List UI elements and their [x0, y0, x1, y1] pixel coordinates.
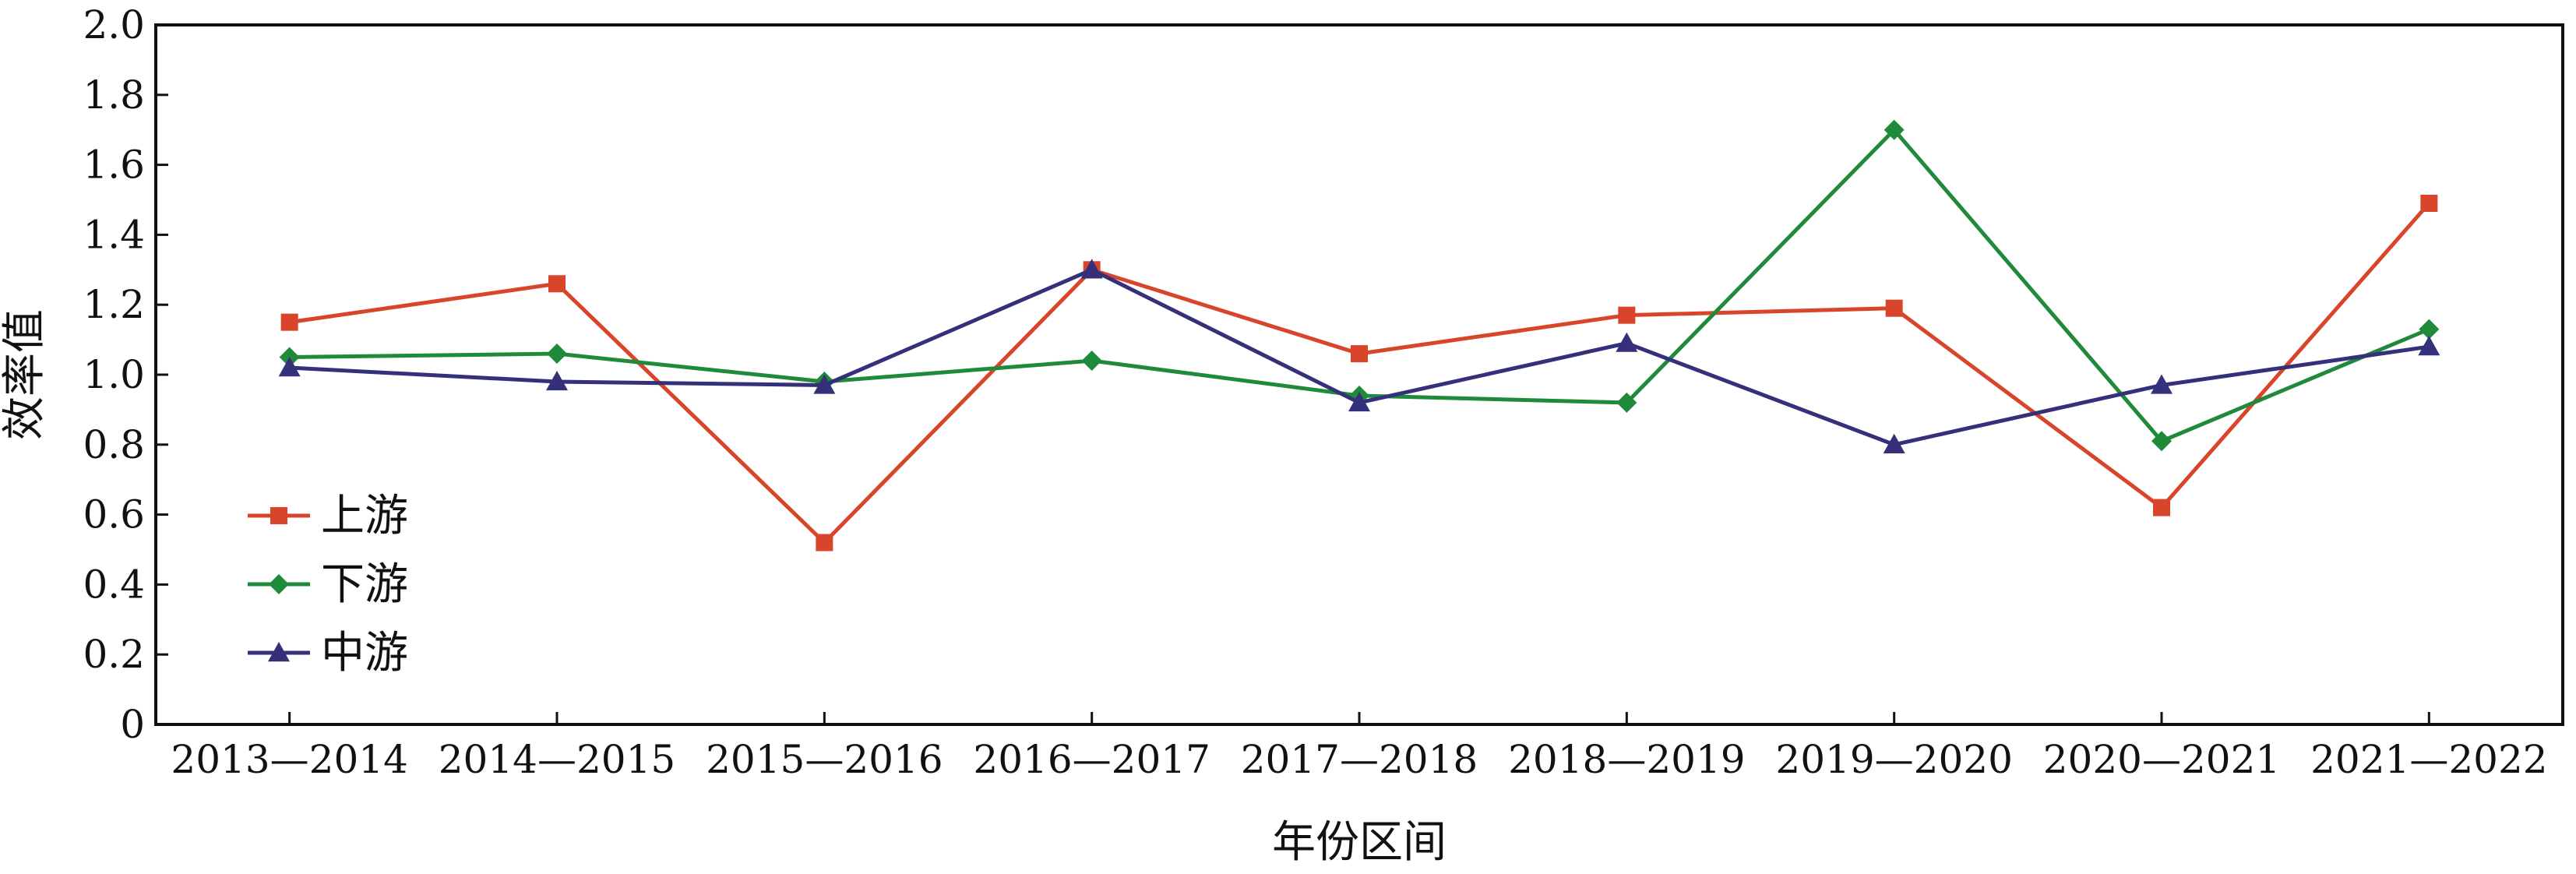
x-tick-label: 2020—2021	[2043, 737, 2281, 782]
x-tick-label: 2014—2015	[439, 737, 676, 782]
y-tick-label: 2.0	[83, 2, 145, 48]
y-tick-label: 1.0	[83, 352, 145, 397]
legend-label: 下游	[321, 559, 408, 610]
y-tick-label: 0.2	[83, 632, 145, 677]
legend-marker	[269, 574, 289, 594]
data-point	[1080, 259, 1103, 279]
y-axis-title: 效率值	[0, 309, 50, 440]
data-point	[2420, 194, 2438, 212]
legend-item: 中游	[248, 628, 408, 678]
data-point	[278, 357, 301, 377]
y-axis: 0 0.2 0.4 0.6 0.8 1.0 1.2 1.4 1.6 1.8 2.0	[83, 2, 168, 747]
series-layer	[278, 119, 2440, 552]
data-point	[1883, 433, 1905, 453]
x-axis-title: 年份区间	[1272, 817, 1447, 868]
y-tick-label: 0	[120, 702, 145, 747]
legend-item: 下游	[248, 559, 408, 610]
data-point	[548, 275, 566, 293]
y-tick-label: 1.4	[83, 212, 145, 257]
legend-label: 上游	[321, 491, 408, 541]
data-point	[2151, 431, 2172, 452]
data-point	[816, 534, 833, 552]
x-tick-label: 2013—2014	[171, 737, 408, 782]
data-point	[2151, 374, 2173, 394]
legend-item: 上游	[248, 491, 408, 541]
data-point	[2419, 319, 2440, 340]
y-tick-label: 0.8	[83, 422, 145, 467]
data-point	[1885, 299, 1903, 317]
y-tick-label: 0.4	[83, 562, 145, 607]
data-point	[280, 313, 298, 331]
series-square	[280, 194, 2438, 552]
x-tick-label: 2018—2019	[1508, 737, 1746, 782]
data-point	[1081, 351, 1102, 372]
data-point	[1884, 119, 1905, 140]
legend-label: 中游	[321, 628, 408, 678]
data-point	[1616, 392, 1637, 413]
legend-marker	[270, 507, 287, 524]
x-tick-label: 2021—2022	[2310, 737, 2548, 782]
x-tick-label: 2016—2017	[973, 737, 1210, 782]
data-point	[813, 374, 836, 394]
data-point	[1618, 306, 1636, 324]
y-tick-label: 1.8	[83, 72, 145, 118]
data-point	[2418, 336, 2440, 356]
y-tick-label: 0.6	[83, 492, 145, 537]
data-point	[546, 370, 568, 391]
data-point	[547, 344, 567, 365]
plot-area-frame	[154, 23, 2564, 726]
x-tick-label: 2019—2020	[1775, 737, 2013, 782]
data-point	[2153, 499, 2170, 516]
data-point	[1616, 332, 1638, 352]
x-tick-label: 2017—2018	[1241, 737, 1478, 782]
legend-marker	[268, 642, 290, 662]
data-point	[1348, 391, 1370, 412]
y-tick-label: 1.6	[83, 143, 145, 188]
x-tick-label: 2015—2016	[706, 737, 943, 782]
series-line	[289, 202, 2431, 546]
x-axis: 2013—2014 2014—2015 2015—2016 2016—2017 2017…	[171, 712, 2548, 782]
series-triangle	[278, 259, 2440, 453]
data-point	[1351, 345, 1368, 363]
y-tick-label: 1.2	[83, 282, 145, 327]
